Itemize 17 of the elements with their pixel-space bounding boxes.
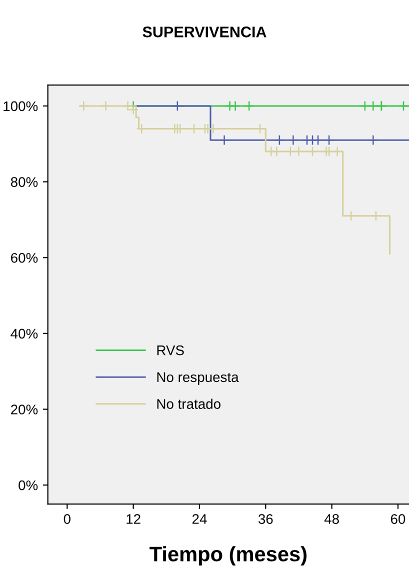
x-tick-label: 60	[390, 514, 406, 524]
x-tick-label: 12	[126, 514, 140, 524]
legend-label: No respuesta	[157, 372, 239, 385]
x-tick-label: 36	[258, 514, 273, 524]
y-tick-label: 40%	[10, 328, 38, 339]
x-tick-label: 24	[192, 514, 207, 524]
y-tick-label: 20%	[11, 404, 38, 414]
y-tick-label: 60%	[11, 252, 38, 263]
chart-title: SUPERVIVENCIA	[142, 26, 266, 38]
y-tick-label: 80%	[10, 177, 38, 187]
legend-label: No tratado	[157, 398, 220, 409]
y-tick-label: 100%	[4, 101, 38, 112]
legend-label: RVS	[157, 345, 184, 356]
x-tick-label: 48	[324, 514, 339, 524]
x-axis-title: Tiempo (meses)	[150, 546, 307, 566]
x-tick-label: 0	[64, 514, 70, 524]
y-tick-label: 0%	[18, 480, 38, 490]
